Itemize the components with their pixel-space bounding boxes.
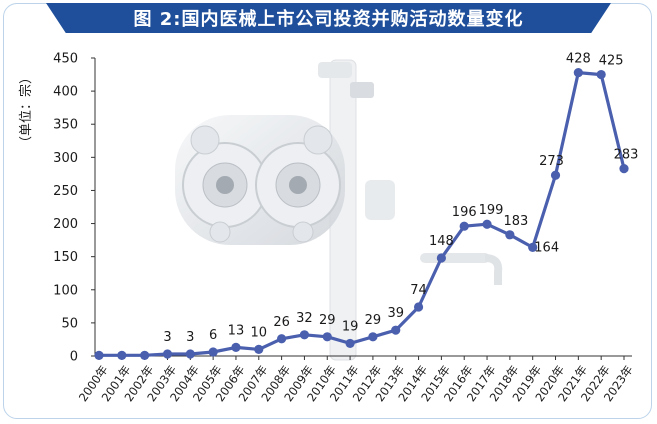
data-point <box>140 350 150 360</box>
data-label: 283 <box>614 148 639 163</box>
series-line <box>99 70 626 357</box>
data-point <box>413 302 424 312</box>
y-tick-label: 200 <box>53 217 78 232</box>
data-point <box>162 349 173 359</box>
data-label: 10 <box>251 325 268 340</box>
data-point <box>299 330 310 340</box>
y-tick-label: 0 <box>70 350 78 365</box>
data-point <box>254 344 264 354</box>
y-tick-label: 300 <box>53 151 78 166</box>
data-label: 32 <box>296 311 313 326</box>
data-point <box>117 350 127 360</box>
data-label: 13 <box>228 323 245 338</box>
data-label: 3 <box>186 330 194 345</box>
chart-title: 图 2:国内医械上市公司投资并购活动数量变化 <box>133 9 524 30</box>
y-tick-label: 150 <box>53 250 78 265</box>
data-label: 183 <box>503 214 528 229</box>
data-label: 3 <box>163 330 171 345</box>
data-point <box>391 325 401 335</box>
data-label: 199 <box>479 203 504 218</box>
data-label: 29 <box>365 313 382 328</box>
y-tick-label: 450 <box>53 52 78 67</box>
data-label: 148 <box>429 234 454 249</box>
data-point <box>277 334 287 344</box>
data-point <box>573 67 583 78</box>
data-point <box>459 221 469 231</box>
data-label: 39 <box>387 306 404 321</box>
data-label: 273 <box>539 154 564 169</box>
data-label: 428 <box>566 52 591 67</box>
data-label: 425 <box>599 54 624 69</box>
y-axis-unit-label: （单位：宗） <box>18 71 34 149</box>
data-point <box>436 253 446 263</box>
phoropter-illustration <box>175 59 503 361</box>
data-point <box>482 219 492 229</box>
data-point <box>619 163 629 174</box>
data-point <box>368 332 378 342</box>
data-point <box>94 350 104 360</box>
y-tick-label: 100 <box>53 283 78 298</box>
data-label: 164 <box>534 240 559 255</box>
data-point <box>505 230 515 240</box>
data-label: 74 <box>410 283 427 298</box>
data-label: 6 <box>209 328 217 343</box>
data-point <box>185 349 195 359</box>
data-point <box>231 342 241 352</box>
y-tick-label: 50 <box>61 316 78 331</box>
data-label: 29 <box>319 313 336 328</box>
y-tick-label: 400 <box>53 85 78 100</box>
data-point <box>596 69 606 80</box>
data-point <box>322 332 332 342</box>
data-label: 26 <box>273 315 290 330</box>
y-tick-label: 250 <box>53 184 78 199</box>
data-point <box>528 242 538 252</box>
data-point <box>550 170 561 180</box>
data-point <box>345 338 355 349</box>
chart-title-bar: 图 2:国内医械上市公司投资并购活动数量变化 <box>46 3 611 33</box>
data-label: 19 <box>342 319 359 334</box>
data-label: 196 <box>452 205 477 220</box>
data-point <box>208 347 218 357</box>
y-tick-label: 350 <box>53 118 78 133</box>
